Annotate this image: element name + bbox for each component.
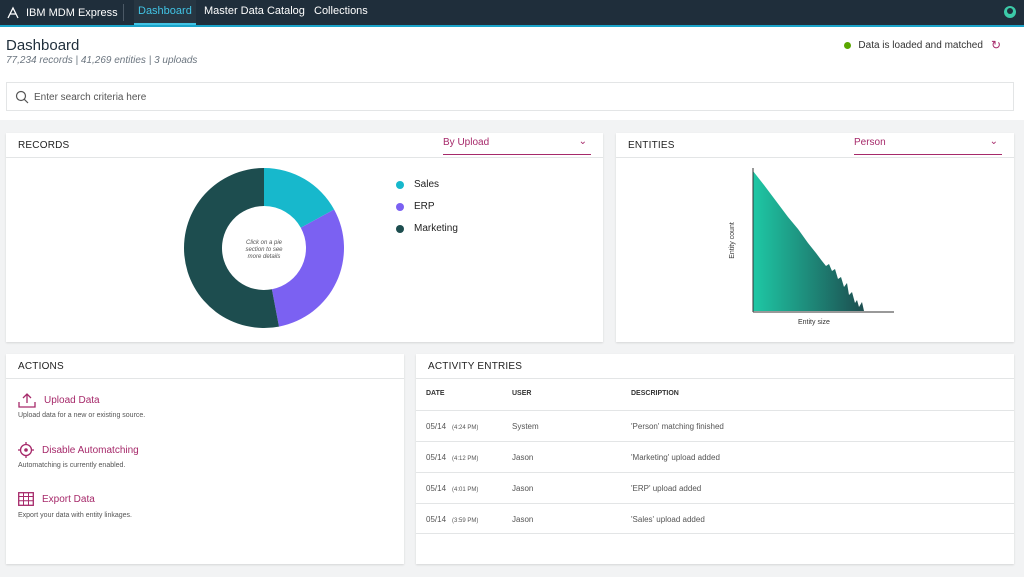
status-text: Data is loaded and matched — [858, 39, 983, 51]
row-user: System — [512, 422, 539, 431]
disable-automatching-button[interactable]: Disable Automatching — [18, 442, 139, 458]
export-data-desc: Export your data with entity linkages. — [18, 512, 133, 519]
actions-title: ACTIONS — [18, 361, 64, 372]
donut-slice-sales[interactable] — [264, 168, 335, 228]
activity-title: ACTIVITY ENTRIES — [428, 361, 523, 372]
row-date: 05/14 — [426, 484, 447, 493]
upload-icon — [18, 393, 36, 408]
legend-label-erp: ERP — [414, 201, 435, 212]
activity-header: ACTIVITY ENTRIES — [416, 354, 1014, 379]
legend-marketing[interactable]: Marketing — [396, 223, 458, 234]
legend-sales[interactable]: Sales — [396, 179, 439, 190]
col-description[interactable]: DESCRIPTION — [631, 390, 679, 397]
activity-panel: ACTIVITY ENTRIES DATE USER DESCRIPTION 0… — [416, 354, 1014, 564]
table-icon — [18, 492, 34, 506]
brand[interactable]: IBM MDM Express — [6, 5, 118, 21]
tab-master-data-catalog[interactable]: Master Data Catalog — [204, 5, 305, 17]
row-time: (4:12 PM) — [452, 456, 479, 462]
row-user: Jason — [512, 484, 534, 493]
upload-data-label: Upload Data — [44, 394, 100, 406]
entities-x-label: Entity size — [798, 319, 830, 326]
row-user: Jason — [512, 453, 534, 462]
entities-title: ENTITIES — [628, 140, 675, 151]
export-data-label: Export Data — [42, 493, 95, 505]
row-time: (3:59 PM) — [452, 518, 479, 524]
entity-size-chart — [752, 168, 894, 313]
crosshair-icon — [18, 442, 34, 458]
row-description: 'Sales' upload added — [631, 515, 705, 524]
records-title: RECORDS — [18, 140, 70, 151]
page-header: Dashboard 77,234 records | 41,269 entiti… — [0, 27, 1024, 120]
legend-dot-icon — [396, 224, 404, 233]
chevron-down-icon: ⌄ — [578, 136, 587, 147]
row-time: (4:24 PM) — [452, 425, 479, 431]
tab-dashboard[interactable]: Dashboard — [134, 0, 196, 25]
donut-slice-marketing[interactable] — [184, 168, 279, 328]
table-row[interactable]: 05/14 (4:12 PM) Jason 'Marketing' upload … — [416, 441, 1014, 472]
entities-panel: ENTITIES Person ⌄ Entity count Entity si… — [616, 133, 1014, 342]
col-user[interactable]: USER — [512, 390, 532, 397]
legend-dot-icon — [396, 180, 404, 189]
entities-header: ENTITIES Person ⌄ — [616, 133, 1014, 158]
row-description: 'Marketing' upload added — [631, 453, 720, 462]
table-row[interactable]: 05/14 (3:59 PM) Jason 'Sales' upload adde… — [416, 503, 1014, 534]
donut-slice-erp[interactable] — [271, 209, 344, 327]
upload-data-button[interactable]: Upload Data — [18, 392, 100, 408]
action-automatching: Disable Automatching Automatching is cur… — [18, 442, 139, 469]
row-description: 'Person' matching finished — [631, 422, 724, 431]
records-dropdown-value: By Upload — [443, 137, 490, 148]
actions-header: ACTIONS — [6, 354, 404, 379]
app-name: IBM MDM Express — [26, 7, 118, 19]
tab-collections[interactable]: Collections — [314, 5, 368, 17]
row-date: 05/14 — [426, 515, 447, 524]
legend-erp[interactable]: ERP — [396, 201, 435, 212]
disable-automatching-label: Disable Automatching — [42, 444, 139, 456]
records-donut-chart[interactable] — [164, 161, 364, 341]
row-date: 05/14 — [426, 422, 447, 431]
entity-type-dropdown[interactable]: Person ⌄ — [854, 136, 1002, 155]
table-row[interactable]: 05/14 (4:24 PM) System 'Person' matching … — [416, 410, 1014, 441]
row-user: Jason — [512, 515, 534, 524]
chevron-down-icon: ⌄ — [989, 136, 998, 147]
page-title: Dashboard — [6, 37, 80, 54]
user-profile-icon[interactable] — [1004, 6, 1016, 18]
ibm-logo-icon — [7, 6, 19, 19]
actions-panel: ACTIONS Upload Data Upload data for a ne… — [6, 354, 404, 564]
legend-label-marketing: Marketing — [414, 223, 458, 234]
entities-dropdown-value: Person — [854, 137, 886, 148]
records-panel: RECORDS By Upload ⌄ Click on a pie secti… — [6, 133, 603, 342]
search-bar — [6, 82, 1014, 111]
refresh-icon[interactable]: ↻ — [990, 38, 1001, 52]
export-data-button[interactable]: Export Data — [18, 492, 95, 506]
records-group-dropdown[interactable]: By Upload ⌄ — [443, 136, 591, 155]
top-nav: IBM MDM Express Dashboard Master Data Ca… — [0, 0, 1024, 27]
automatching-desc: Automatching is currently enabled. — [18, 462, 126, 469]
row-description: 'ERP' upload added — [631, 484, 702, 493]
row-time: (4:01 PM) — [452, 487, 479, 493]
action-export: Export Data Export your data with entity… — [18, 492, 132, 519]
upload-data-desc: Upload data for a new or existing source… — [18, 412, 146, 419]
legend-dot-icon — [396, 202, 404, 211]
entities-y-label: Entity count — [728, 222, 736, 259]
status-dot-icon — [844, 41, 852, 49]
row-date: 05/14 — [426, 453, 447, 462]
table-row[interactable]: 05/14 (4:01 PM) Jason 'ERP' upload added — [416, 472, 1014, 503]
action-upload: Upload Data Upload data for a new or exi… — [18, 392, 145, 419]
search-input[interactable] — [34, 88, 994, 106]
page-stats: 77,234 records | 41,269 entities | 3 upl… — [6, 55, 198, 66]
records-header: RECORDS By Upload ⌄ — [6, 133, 603, 158]
legend-label-sales: Sales — [414, 179, 440, 190]
col-date[interactable]: DATE — [426, 390, 445, 397]
search-icon — [15, 90, 29, 104]
brand-divider — [123, 4, 124, 21]
donut-center-text: Click on a pie section to see more detai… — [245, 240, 283, 260]
entity-distribution-area — [753, 171, 864, 311]
data-status: Data is loaded and matched ↻ — [844, 38, 1001, 52]
